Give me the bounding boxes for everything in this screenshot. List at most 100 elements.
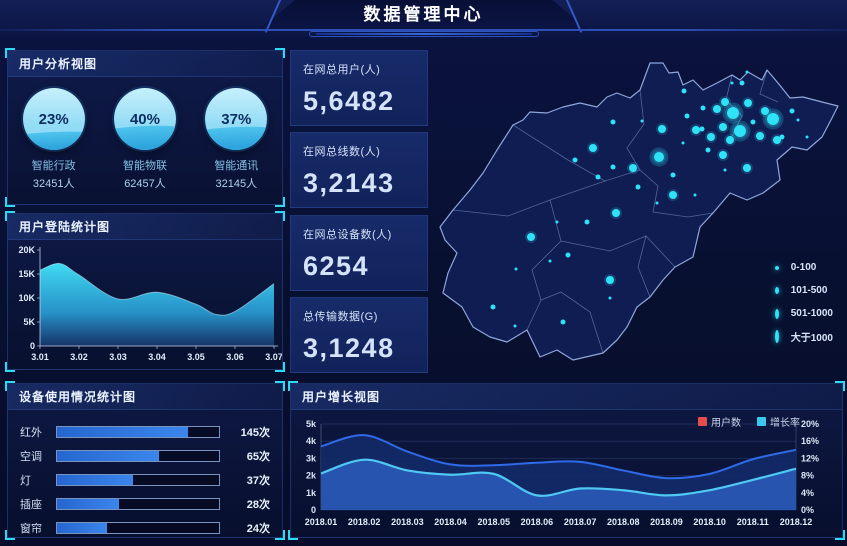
map-legend-item[interactable]: 101-500 <box>774 279 833 302</box>
svg-text:0: 0 <box>30 341 35 351</box>
stats-column: 在网总用户(人) 5,6482 在网总线数(人) 3,2143 在网总设备数(人) 625… <box>290 50 428 373</box>
liquid-circle-item: 37% 智能通讯 32145人 <box>196 88 276 191</box>
corner-bracket-icon <box>5 530 15 540</box>
svg-text:3.06: 3.06 <box>226 352 244 362</box>
map-bubbles <box>490 70 809 328</box>
corner-bracket-icon <box>835 530 845 540</box>
map-legend-item[interactable]: 501-1000 <box>774 302 833 325</box>
svg-text:2018.09: 2018.09 <box>650 517 683 527</box>
liquid-circle: 23% <box>22 88 85 150</box>
corner-bracket-icon <box>288 381 298 391</box>
legend-item[interactable]: 用户数 <box>698 414 741 429</box>
corner-bracket-icon <box>275 381 285 391</box>
svg-text:5k: 5k <box>306 419 317 429</box>
svg-text:3.05: 3.05 <box>187 352 205 362</box>
growth-chart-body: 用户数 增长率 0 1k 2k 3k 4k 5k 0% 4% 8% 12% 16% 20% 2018.01… <box>291 410 842 541</box>
svg-text:3.02: 3.02 <box>70 352 88 362</box>
svg-text:2018.11: 2018.11 <box>737 517 769 527</box>
panel-title-bar: 用户登陆统计图 <box>8 214 282 240</box>
liquid-circle-item: 40% 智能物联 62457人 <box>105 88 185 191</box>
panel-device-usage: 设备使用情况统计图 红外 145次 空调 65次灯 37次 插座 28次 窗帘 24次 <box>5 381 285 540</box>
device-bar-track <box>56 426 220 438</box>
bubble-size-icon <box>774 330 779 343</box>
bubble-map: 0-100 101-500 501-1000 大于1000 <box>430 42 845 380</box>
svg-text:2018.02: 2018.02 <box>348 517 381 527</box>
header-trapezoid <box>258 0 589 30</box>
panel-title: 设备使用情况统计图 <box>19 390 137 404</box>
map-legend-label: 101-500 <box>790 285 828 296</box>
stat-card: 总传输数据(G) 3,1248 <box>290 296 428 373</box>
svg-text:2018.01: 2018.01 <box>305 517 338 527</box>
panel-title: 用户分析视图 <box>19 57 98 71</box>
panel-title: 用户增长视图 <box>302 390 381 404</box>
map-legend-label: 大于1000 <box>790 333 833 344</box>
stat-value: 5,6482 <box>303 86 395 116</box>
svg-text:3.01: 3.01 <box>31 352 49 362</box>
svg-text:2018.04: 2018.04 <box>434 517 467 527</box>
legend-swatch-icon <box>698 417 707 426</box>
bubble-size-icon <box>774 287 779 294</box>
map-legend-item[interactable]: 0-100 <box>774 256 833 279</box>
map-region-outline <box>439 62 839 361</box>
bubble-size-icon <box>774 308 779 319</box>
device-row: 灯 37次 <box>20 468 270 492</box>
stat-label: 总传输数据(G) <box>303 310 378 323</box>
device-bar-track <box>56 450 220 462</box>
legend-item[interactable]: 增长率 <box>757 414 800 429</box>
header-bar: 数据管理中心 <box>0 0 847 40</box>
svg-text:4k: 4k <box>306 436 317 446</box>
liquid-circle-item: 23% 智能行政 32451人 <box>14 88 94 191</box>
device-label: 灯 <box>20 475 31 487</box>
svg-text:2018.06: 2018.06 <box>521 517 554 527</box>
map-svg <box>439 62 839 361</box>
corner-bracket-icon <box>5 197 15 207</box>
page-title: 数据管理中心 <box>363 5 484 24</box>
login-area-chart: 0 5K 10K 15K 20K 3.01 3.02 3.03 3.04 3.05 3.06 3.07 <box>18 245 282 362</box>
map-legend-dot-box <box>774 287 791 294</box>
circle-label: 智能通讯 <box>214 160 259 172</box>
svg-text:1k: 1k <box>306 488 317 498</box>
device-row: 插座 28次 <box>20 492 270 516</box>
device-bar-fill <box>57 475 134 485</box>
title-underline <box>308 31 539 37</box>
device-bar-fill <box>57 427 189 437</box>
bubble-size-icon <box>774 265 779 270</box>
svg-text:2k: 2k <box>306 471 317 481</box>
stat-card: 在网总用户(人) 5,6482 <box>290 50 428 126</box>
map-legend-dot-box <box>774 330 791 343</box>
percent-value: 37% <box>221 110 252 128</box>
device-row: 空调 65次 <box>20 444 270 468</box>
device-label: 插座 <box>20 499 42 511</box>
panel-user-growth: 用户增长视图 用户数 增长率 0 1k 2k 3k 4k 5k 0% 4% 8% 12% 16% 20%… <box>288 381 845 541</box>
corner-bracket-icon <box>275 197 285 207</box>
device-bar-fill <box>57 523 108 533</box>
svg-text:16%: 16% <box>801 436 819 446</box>
device-value: 65次 <box>246 451 270 463</box>
map-legend-item[interactable]: 大于1000 <box>774 325 833 348</box>
svg-text:3k: 3k <box>306 453 317 463</box>
corner-bracket-icon <box>275 362 285 372</box>
device-value: 28次 <box>246 499 270 511</box>
panel-title-bar: 用户分析视图 <box>8 51 282 77</box>
header-line <box>0 29 847 31</box>
device-label: 空调 <box>20 451 42 463</box>
stat-label: 在网总设备数(人) <box>303 228 392 241</box>
corner-bracket-icon <box>5 48 15 58</box>
panel-title: 用户登陆统计图 <box>19 220 111 234</box>
growth-legend: 用户数 增长率 <box>698 414 800 429</box>
stat-label: 在网总线数(人) <box>303 146 381 159</box>
stat-value: 3,1248 <box>303 332 395 363</box>
svg-text:20K: 20K <box>18 245 35 255</box>
map-legend-label: 0-100 <box>790 262 817 273</box>
circle-count: 32451人 <box>32 178 75 190</box>
svg-text:4%: 4% <box>801 488 814 498</box>
device-bar-track <box>56 498 220 510</box>
device-bar-track <box>56 474 220 486</box>
panel-title-bar: 设备使用情况统计图 <box>8 384 282 410</box>
liquid-circles-row: 23% 智能行政 32451人 40% 智能物联 62457人 37% 智能通讯 32145人 <box>8 77 282 191</box>
device-bar-fill <box>57 451 160 461</box>
map-legend: 0-100 101-500 501-1000 大于1000 <box>774 256 833 348</box>
circle-label: 智能行政 <box>31 160 76 172</box>
corner-bracket-icon <box>275 211 285 221</box>
